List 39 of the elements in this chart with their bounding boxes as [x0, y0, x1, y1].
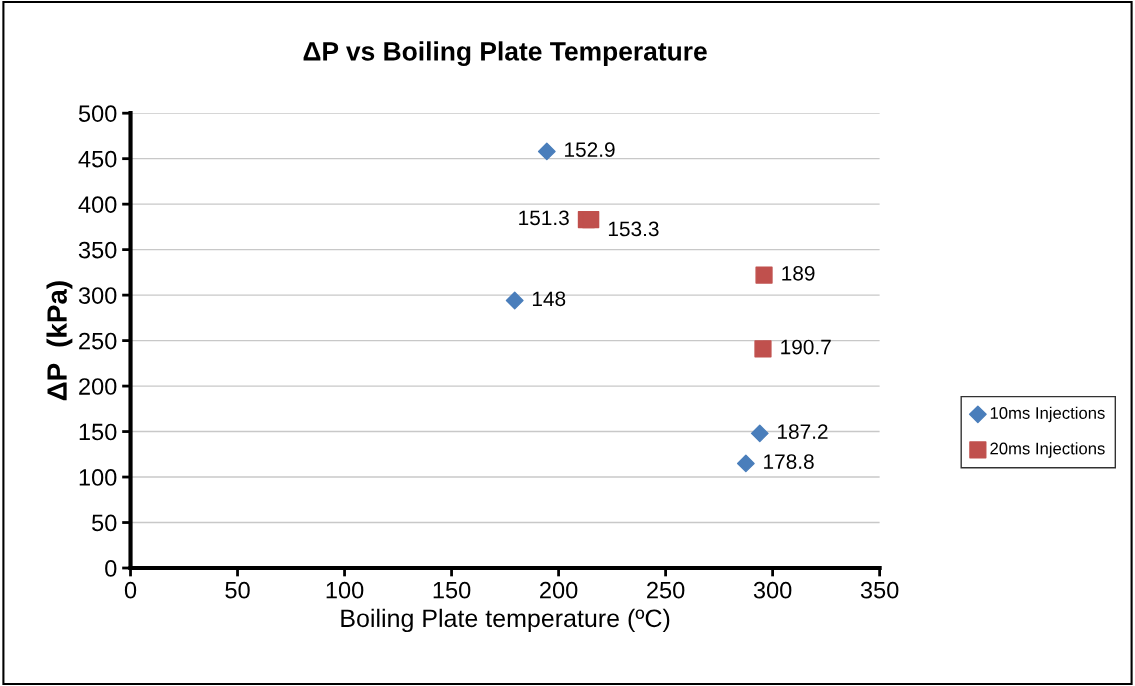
legend-label: 20ms Injections [990, 442, 1105, 458]
y-tick-label: 350 [78, 241, 117, 259]
legend-label: 10ms Injections [990, 406, 1105, 423]
annotation: 153.3 [608, 221, 659, 237]
annotation: 189 [782, 265, 815, 281]
annotation: 151.3 [519, 210, 569, 226]
y-tick-label: 100 [79, 469, 117, 486]
x-tick-label: 300 [753, 581, 792, 599]
point [582, 211, 600, 229]
annotation: 187.2 [778, 424, 828, 439]
point [736, 454, 755, 473]
y-tick-label: 200 [79, 378, 117, 395]
point [750, 424, 769, 443]
y-axis-title: ΔP (kPa) [46, 281, 73, 401]
y-tick-label: 250 [79, 332, 117, 350]
x-tick-label: 50 [225, 581, 250, 599]
annotation: 148 [532, 291, 566, 307]
x-tick-label: 250 [647, 581, 685, 599]
y-tick-label: 400 [78, 196, 117, 213]
x-tick-label: 350 [860, 581, 899, 599]
y-tick-label: 50 [92, 514, 117, 532]
point [505, 291, 524, 310]
point [537, 142, 556, 161]
y-tick-label: 300 [78, 287, 117, 304]
y-tick-label: 500 [78, 105, 117, 122]
x-axis-title: Boiling Plate temperature (ºC) [341, 608, 670, 633]
annotation: 178.8 [764, 454, 814, 469]
annotation: 152.9 [565, 142, 615, 157]
x-tick-label: 200 [540, 581, 578, 599]
chart-title: ΔP vs Boiling Plate Temperature [303, 41, 707, 66]
x-tick-label: 0 [124, 581, 137, 599]
x-tick-label: 100 [326, 581, 364, 599]
x-tick-label: 150 [433, 581, 471, 599]
point [755, 266, 773, 284]
y-tick-label: 450 [78, 150, 117, 168]
y-tick-label: 150 [79, 423, 117, 441]
point [754, 340, 772, 358]
y-tick-label: 0 [105, 560, 117, 577]
annotation: 190.7 [781, 339, 831, 355]
